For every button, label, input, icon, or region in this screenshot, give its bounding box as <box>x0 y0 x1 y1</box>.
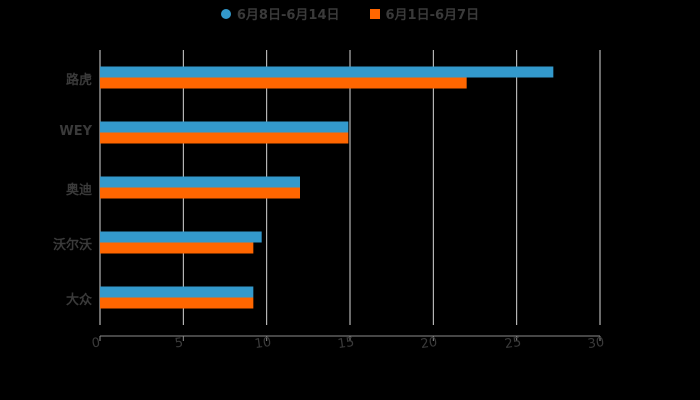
legend-label: 6月8日-6月14日 <box>236 8 340 23</box>
bar[interactable] <box>100 242 254 254</box>
bar[interactable] <box>100 77 467 89</box>
category-label: 沃尔沃 <box>52 237 92 253</box>
category-label: 奥迪 <box>65 182 92 198</box>
bar[interactable] <box>100 297 254 309</box>
legend-item-series0[interactable]: 6月8日-6月14日 <box>220 4 340 23</box>
bar[interactable] <box>100 121 349 133</box>
square-icon <box>369 8 380 19</box>
legend-item-series1[interactable]: 6月1日-6月7日 <box>369 4 480 23</box>
bar[interactable] <box>100 187 300 199</box>
bar[interactable] <box>100 176 300 188</box>
category-label: 路虎 <box>65 72 92 88</box>
x-tick-label: 30 <box>586 334 606 353</box>
x-tick-label: 15 <box>336 334 356 353</box>
bar[interactable] <box>100 132 349 144</box>
circle-icon <box>220 8 231 19</box>
category-label: WEY <box>59 123 92 139</box>
bar[interactable] <box>100 231 262 243</box>
x-tick-label: 10 <box>253 334 272 353</box>
x-tick-label: 20 <box>420 334 439 353</box>
bar[interactable] <box>100 66 554 78</box>
bar[interactable] <box>100 286 254 298</box>
x-tick-label: 25 <box>503 334 522 353</box>
category-label: 大众 <box>65 292 92 308</box>
chart-legend: 6月8日-6月14日 6月1日-6月7日 <box>0 4 700 23</box>
legend-label: 6月1日-6月7日 <box>385 8 480 23</box>
